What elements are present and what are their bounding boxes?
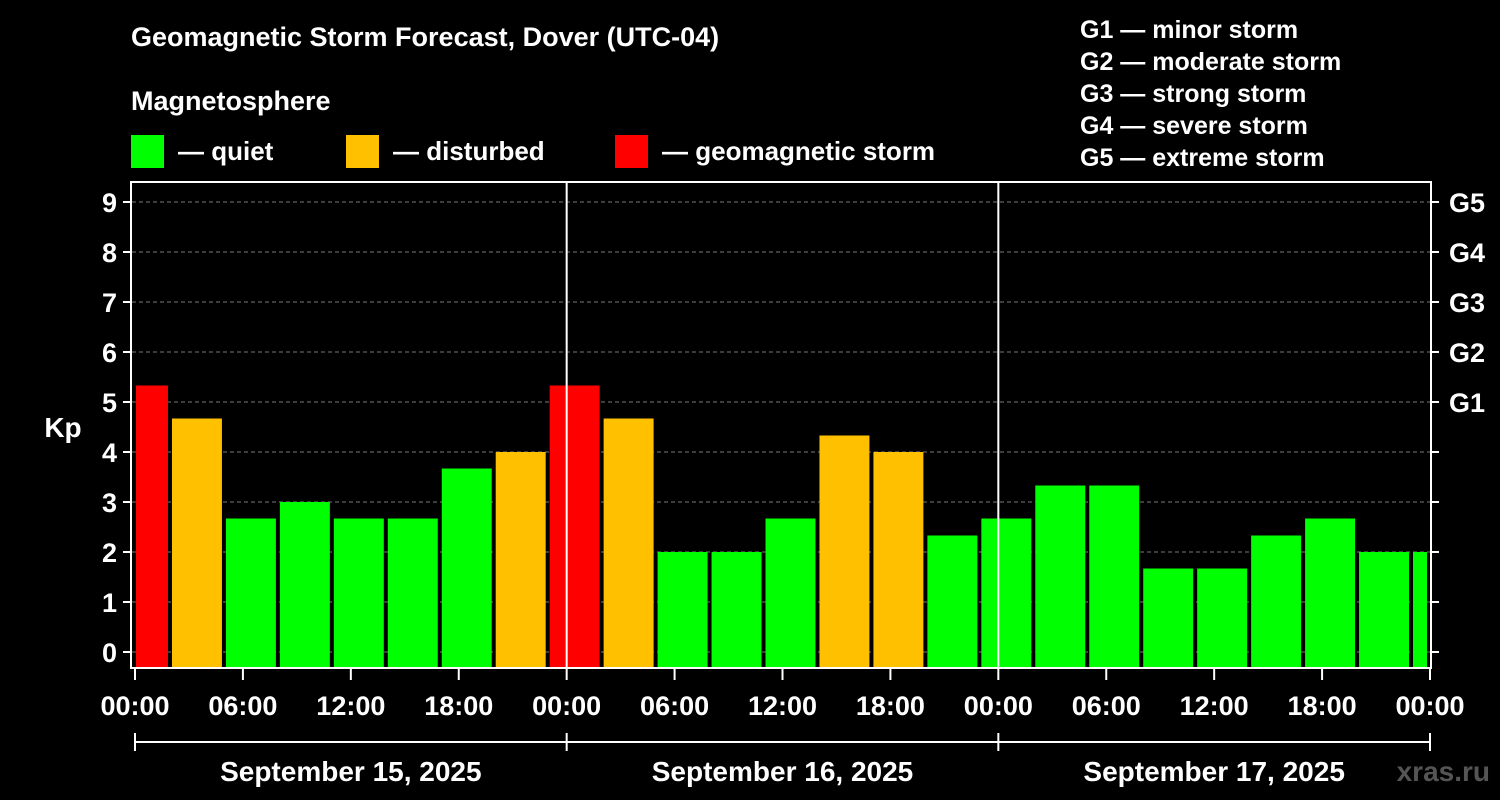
y-tick-label: 2 xyxy=(102,538,117,568)
kp-bar xyxy=(981,518,1032,668)
legend-title: Magnetosphere xyxy=(131,86,331,116)
x-tick-label: 00:00 xyxy=(532,691,601,721)
legend-swatch-storm xyxy=(615,134,648,168)
y-tick-label: 6 xyxy=(102,338,117,368)
g-scale-item: G1 — minor storm xyxy=(1080,16,1299,44)
x-tick-label: 18:00 xyxy=(856,691,925,721)
chart-title: Geomagnetic Storm Forecast, Dover (UTC-0… xyxy=(131,22,720,52)
day-label: September 15, 2025 xyxy=(220,756,482,787)
legend-item-disturbed: — disturbed xyxy=(346,134,545,168)
x-tick-label: 06:00 xyxy=(1072,691,1141,721)
kp-bar xyxy=(603,418,654,668)
legend-item-quiet: — quiet xyxy=(131,134,273,168)
kp-bar xyxy=(1197,568,1248,668)
kp-bar xyxy=(549,385,600,668)
g-tick-label: G5 xyxy=(1449,188,1485,218)
kp-bar xyxy=(171,418,222,668)
g-tick-label: G4 xyxy=(1449,238,1485,268)
kp-bar xyxy=(441,468,492,668)
legend-label-quiet: — quiet xyxy=(178,135,274,166)
y-tick-label: 1 xyxy=(102,588,117,618)
g-scale-list: G1 — minor storm G2 — moderate storm G3 … xyxy=(1080,14,1341,174)
kp-bar xyxy=(387,518,438,668)
g-tick-label: G1 xyxy=(1449,388,1485,418)
kp-bar xyxy=(279,502,330,668)
y-tick-label: 5 xyxy=(102,388,117,418)
kp-bar xyxy=(1413,552,1427,668)
y-tick-label: 0 xyxy=(102,638,117,668)
kp-bar xyxy=(1305,518,1356,668)
kp-bar xyxy=(1359,552,1410,668)
y-axis-label: Kp xyxy=(44,412,81,443)
x-tick-label: 12:00 xyxy=(316,691,385,721)
g-scale-item: G5 — extreme storm xyxy=(1080,144,1325,172)
kp-bar xyxy=(333,518,384,668)
x-tick-label: 18:00 xyxy=(424,691,493,721)
kp-bar xyxy=(1251,535,1302,668)
g-scale-item: G3 — strong storm xyxy=(1080,80,1307,108)
kp-bar xyxy=(711,552,762,668)
x-tick-label: 00:00 xyxy=(100,691,169,721)
legend-label-storm: — geomagnetic storm xyxy=(662,135,936,166)
x-tick-label: 18:00 xyxy=(1288,691,1357,721)
kp-bar xyxy=(1143,568,1194,668)
legend-swatch-disturbed xyxy=(346,134,379,168)
day-label: September 16, 2025 xyxy=(652,756,914,787)
x-tick-label: 06:00 xyxy=(640,691,709,721)
y-tick-label: 7 xyxy=(102,288,117,318)
watermark: xras.ru xyxy=(1396,756,1490,787)
y-tick-label: 9 xyxy=(102,188,117,218)
y-tick-label: 8 xyxy=(102,238,117,268)
kp-bar xyxy=(225,518,276,668)
legend-item-storm: — geomagnetic storm xyxy=(615,134,935,168)
kp-bar xyxy=(1035,485,1086,668)
kp-bar xyxy=(819,435,870,668)
g-tick-label: G3 xyxy=(1449,288,1485,318)
kp-bar xyxy=(873,452,924,668)
kp-bar xyxy=(495,452,546,668)
g-scale-item: G4 — severe storm xyxy=(1080,112,1308,140)
kp-bar xyxy=(927,535,978,668)
x-tick-label: 12:00 xyxy=(1180,691,1249,721)
kp-bar xyxy=(765,518,816,668)
kp-bar xyxy=(136,385,168,668)
x-tick-label: 00:00 xyxy=(1395,691,1464,721)
kp-bar xyxy=(657,552,708,668)
day-label: September 17, 2025 xyxy=(1083,756,1345,787)
legend-swatch-quiet xyxy=(131,134,164,168)
x-tick-label: 00:00 xyxy=(964,691,1033,721)
y-tick-label: 3 xyxy=(102,488,117,518)
kp-bar xyxy=(1089,485,1140,668)
y-tick-label: 4 xyxy=(102,438,117,468)
g-tick-label: G2 xyxy=(1449,338,1485,368)
x-tick-label: 06:00 xyxy=(208,691,277,721)
legend-label-disturbed: — disturbed xyxy=(393,135,545,166)
g-scale-item: G2 — moderate storm xyxy=(1080,48,1342,76)
plot-frame xyxy=(130,181,1432,669)
x-tick-label: 12:00 xyxy=(748,691,817,721)
